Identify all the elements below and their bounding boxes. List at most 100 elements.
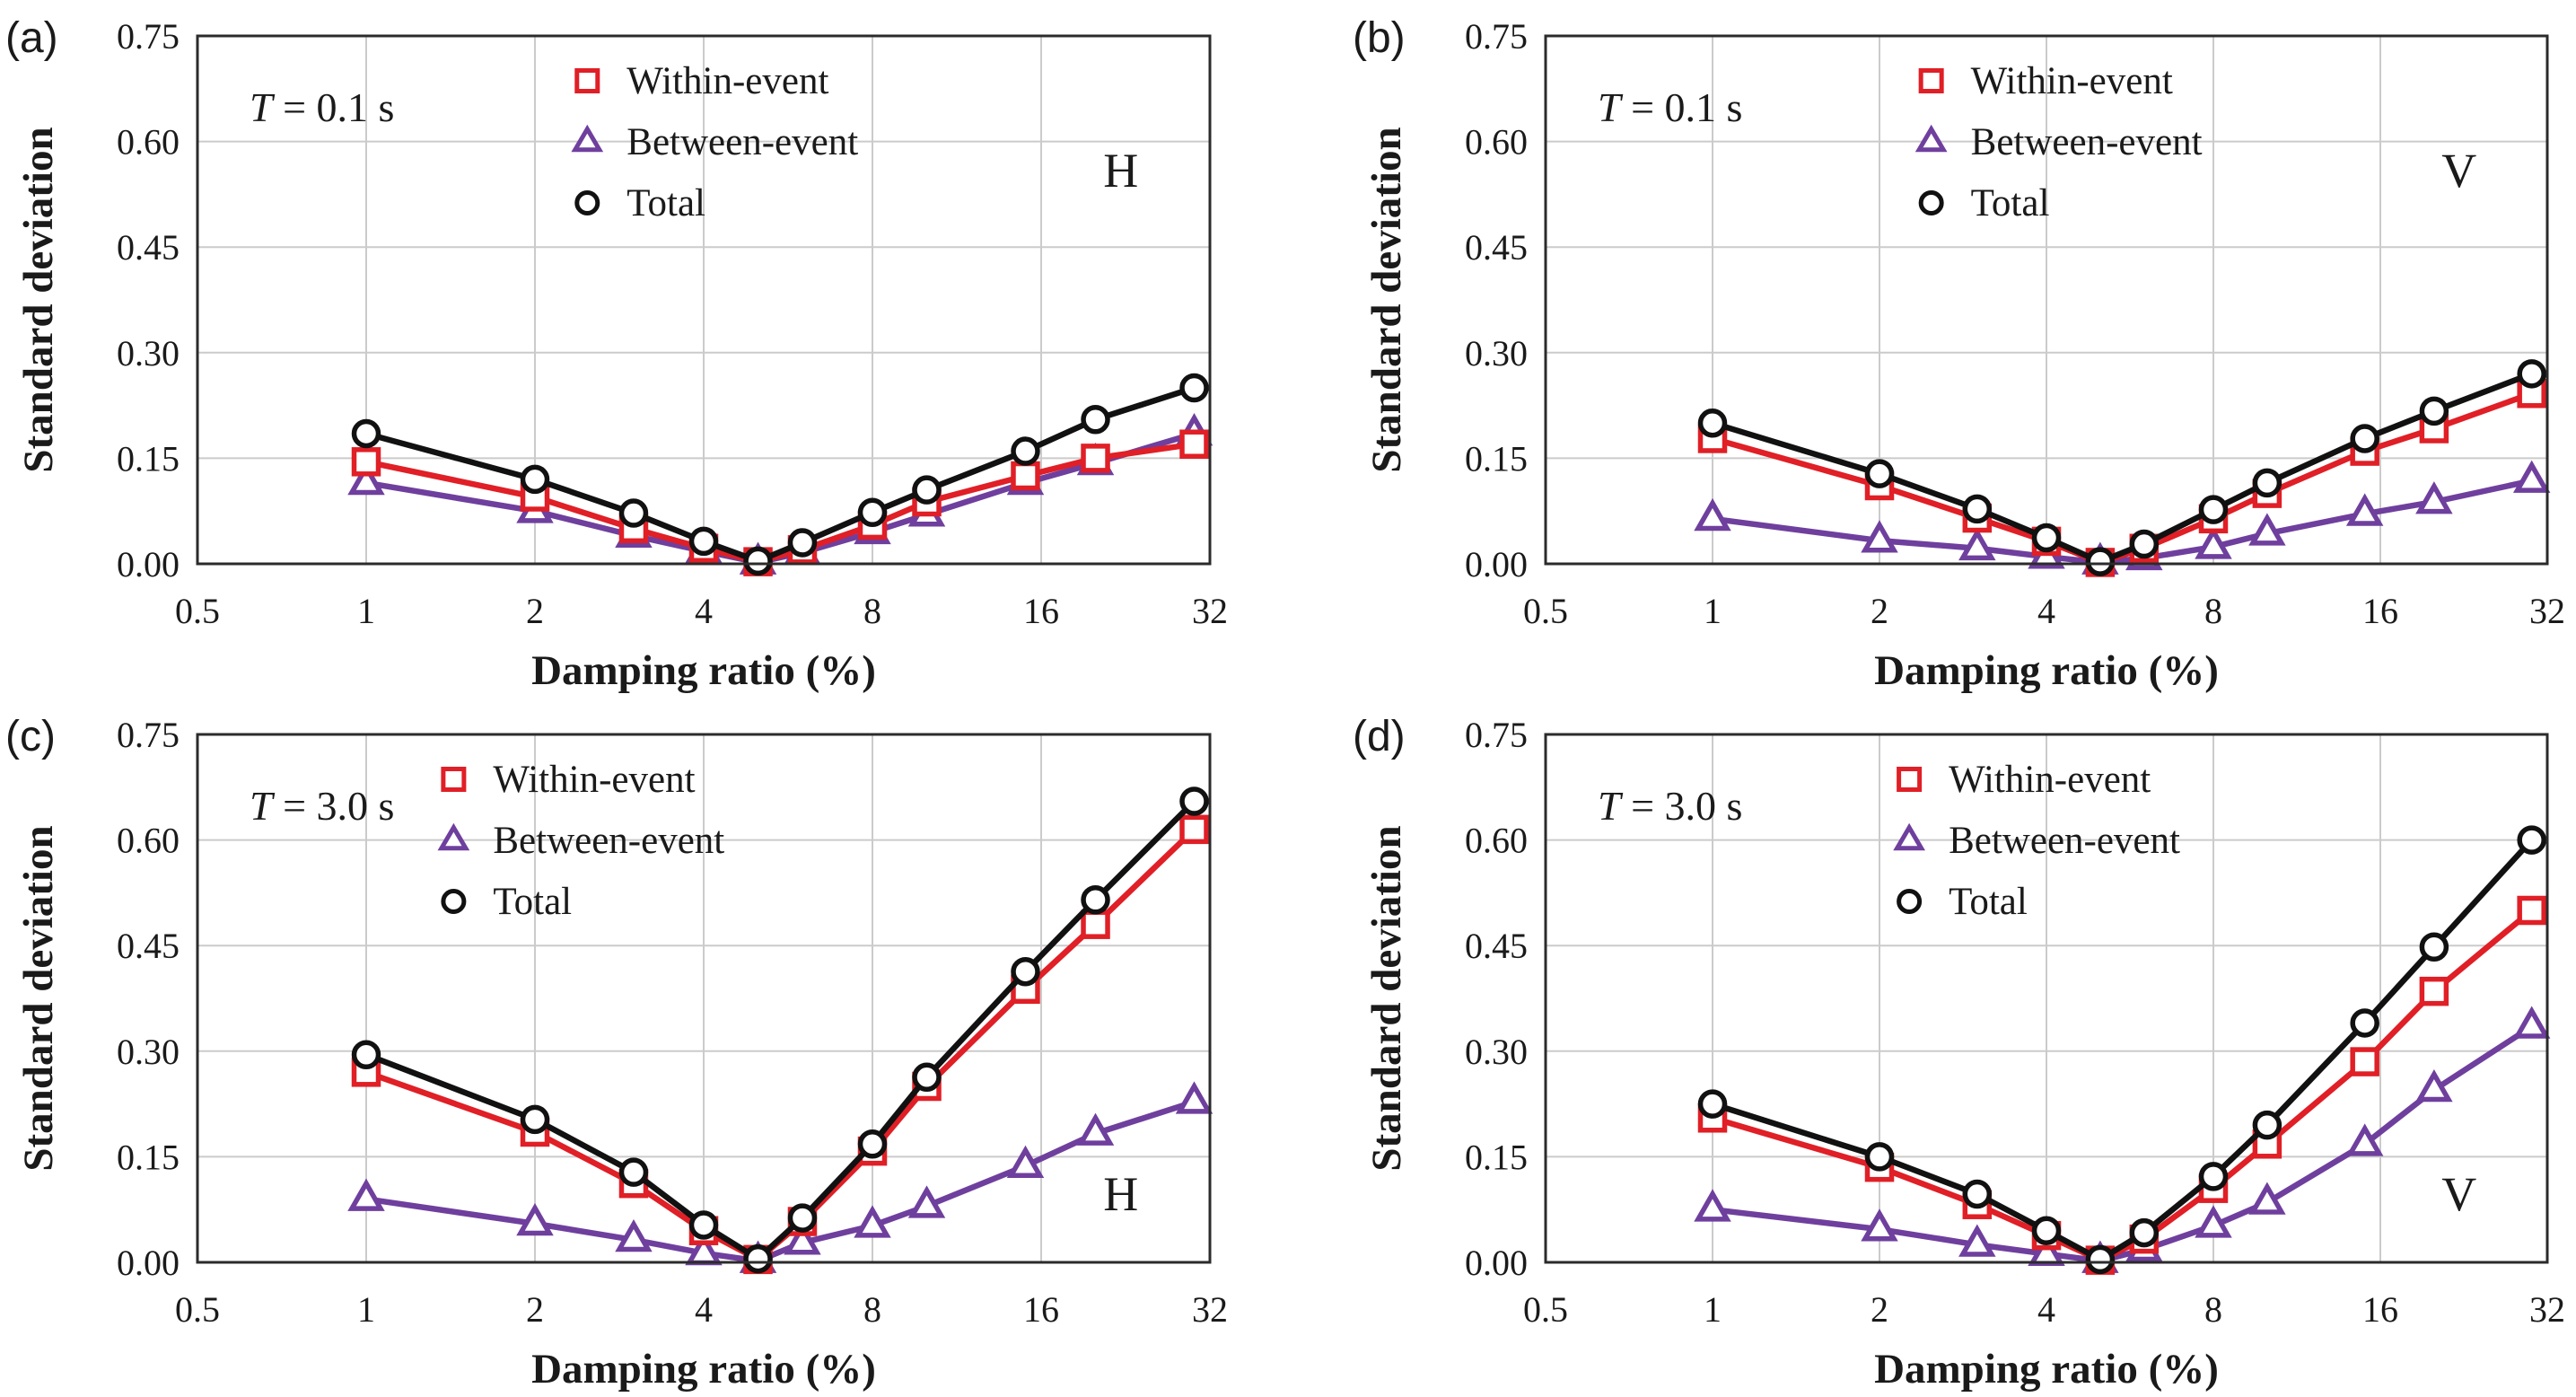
y-tick-label: 0.30	[1465, 1032, 1528, 1072]
y-tick-label: 0.00	[1465, 544, 1528, 584]
legend-label: Between-event	[1949, 820, 2180, 862]
series-total-marker	[2350, 424, 2379, 453]
x-tick-label: 8	[2204, 1289, 2222, 1330]
series-total-marker	[1864, 1142, 1895, 1172]
series-between-event-marker	[2512, 1006, 2551, 1039]
x-tick-label: 0.5	[1523, 1289, 1568, 1330]
series-total-marker	[2085, 547, 2116, 576]
panel-d: 0.00 0.15 0.30 0.45 0.60 0.75 0.5 1 2 4 8 16 32 Dampi…	[1288, 698, 2576, 1397]
x-tick-label: 0.5	[175, 1289, 220, 1330]
series-between-event-marker	[2512, 460, 2551, 493]
series-total-marker	[787, 1203, 818, 1233]
plot-border	[196, 34, 1212, 566]
series-total-marker	[2252, 1110, 2282, 1140]
legend-marker-circle	[1897, 889, 1923, 914]
series-between-event-marker	[2345, 1123, 2384, 1156]
legend-label: Total	[493, 881, 572, 923]
x-tick-label: 2	[1871, 1289, 1888, 1330]
series-between-event-marker	[2195, 526, 2232, 559]
series-between-event-marker	[615, 1219, 653, 1252]
x-tick-label: 32	[1192, 1289, 1228, 1330]
legend-marker-circle	[1918, 190, 1944, 215]
series-between-event-marker	[1694, 1189, 1731, 1222]
y-tick-label: 0.60	[117, 821, 180, 861]
y-tick-label: 0.60	[1465, 122, 1528, 163]
x-axis-title: Damping ratio (%)	[531, 647, 876, 694]
x-tick-label: 4	[2037, 591, 2055, 631]
series-total-marker	[2031, 1216, 2062, 1245]
series-within-event-marker	[351, 447, 381, 477]
y-tick-label: 0.15	[117, 1137, 180, 1177]
series-total-line	[1709, 837, 2535, 1263]
legend-label: Within-event	[626, 60, 828, 102]
legend-label: Within-event	[1949, 759, 2151, 801]
y-tick-label: 0.15	[1465, 438, 1528, 479]
series-total-marker	[688, 526, 719, 557]
legend-label: Total	[626, 182, 705, 224]
series-total-marker	[857, 497, 888, 528]
legend-marker-circle	[441, 889, 467, 914]
y-axis-title: Standard deviation	[15, 825, 62, 1171]
series-total-marker	[1962, 1179, 1993, 1209]
series-between-event-marker	[1076, 1112, 1115, 1146]
legend-marker-square	[1897, 767, 1923, 792]
x-tick-label: 2	[526, 591, 544, 631]
plot-border	[1544, 34, 2549, 566]
x-tick-label: 16	[1023, 591, 1059, 631]
x-tick-label: 1	[1704, 591, 1722, 631]
series-between-event-marker	[1006, 1145, 1045, 1178]
series-total-marker	[1081, 884, 1110, 915]
y-tick-label: 0.15	[117, 438, 180, 479]
component-label: V	[2441, 1167, 2476, 1221]
plot-border	[1544, 733, 2549, 1264]
series-between-event-marker	[2415, 481, 2453, 514]
series-total-line	[363, 384, 1197, 565]
y-tick-label: 0.45	[117, 926, 180, 966]
series-between-event-marker	[2345, 493, 2384, 526]
component-label: H	[1103, 144, 1138, 198]
legend-marker-triangle	[437, 822, 470, 851]
series-between-event-marker	[854, 1205, 891, 1238]
x-tick-label: 0.5	[175, 591, 220, 631]
series-between-event-marker	[1694, 497, 1731, 532]
legend-label: Within-event	[1971, 60, 2173, 102]
series-total-marker	[351, 1040, 381, 1069]
series-between-event-marker	[2415, 1069, 2453, 1103]
y-tick-label: 0.30	[117, 1032, 180, 1072]
series-total-marker	[2517, 359, 2546, 389]
y-tick-label: 0.00	[1465, 1243, 1528, 1283]
legend-marker-triangle	[1893, 822, 1925, 851]
series-total-marker	[1179, 373, 1209, 403]
series-total-marker	[2419, 396, 2449, 426]
series-total-marker	[2350, 1008, 2379, 1038]
series-total-marker	[743, 1243, 773, 1274]
y-tick-label: 0.45	[117, 227, 180, 268]
series-between-event-marker	[907, 1185, 946, 1218]
x-tick-label: 16	[2362, 1289, 2398, 1330]
series-within-event-marker	[2350, 1047, 2379, 1076]
x-axis-title: Damping ratio (%)	[531, 1346, 876, 1393]
period-annotation: T = 0.1 s	[1598, 84, 1742, 130]
series-total-marker	[912, 1062, 942, 1093]
x-tick-label: 2	[526, 1289, 544, 1330]
y-tick-label: 0.15	[1465, 1137, 1528, 1177]
series-total-line	[363, 798, 1197, 1262]
x-axis-title: Damping ratio (%)	[1874, 647, 2219, 694]
x-tick-label: 32	[2529, 591, 2565, 631]
series-total-marker	[520, 464, 550, 495]
legend-label: Total	[1949, 881, 2028, 923]
legend-label: Between-event	[493, 820, 724, 862]
y-tick-label: 0.60	[1465, 821, 1528, 861]
series-between-event-marker	[2248, 513, 2286, 546]
series-total-marker	[618, 1157, 649, 1187]
chart-svg-a: 0.00 0.15 0.30 0.45 0.60 0.75 0.5 1 2 4 8 16 32 Dampi…	[5, 14, 1228, 694]
series-within-event-marker	[1011, 461, 1040, 491]
panel-b: 0.00 0.15 0.30 0.45 0.60 0.75 0.5 1 2 4 8 16 32 Dampi…	[1288, 0, 2576, 698]
series-total-marker	[1864, 459, 1895, 488]
x-tick-label: 8	[863, 591, 881, 631]
legend-marker-square	[441, 767, 467, 792]
series-between-event-line	[363, 430, 1197, 566]
series-total-marker	[1179, 786, 1209, 816]
legend-marker-triangle	[1914, 124, 1948, 153]
period-annotation: T = 3.0 s	[250, 783, 394, 829]
